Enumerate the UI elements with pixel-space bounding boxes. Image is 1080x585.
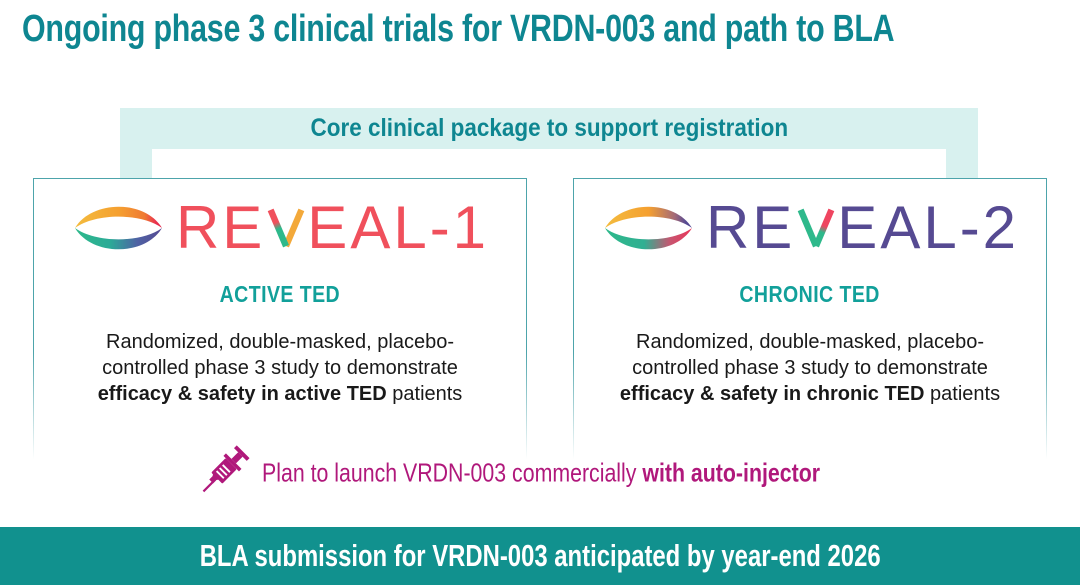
bla-submission-label: BLA submission for VRDN-003 anticipated … [199,538,881,573]
desc-line-1: Randomized, double-masked, placebo- [106,331,454,353]
desc-line-2: controlled phase 3 study to demonstrate [102,357,458,379]
banner-bracket-right-leg [946,148,978,179]
population-label: CHRONIC TED [739,281,881,307]
note-text-bold: with auto-injector [642,457,821,488]
trial-description: Randomized, double-masked, placebo- cont… [573,329,1047,407]
reveal-2-wordmark: RE EAL-2 [706,198,1019,258]
core-package-banner: Core clinical package to support registr… [120,108,978,149]
core-package-banner-label: Core clinical package to support registr… [310,114,788,142]
reveal-eye-icon [604,206,692,250]
reveal-1-wordmark: RE EAL-1 [176,198,489,258]
reveal-eye-icon [74,206,162,250]
page-title: Ongoing phase 3 clinical trials for VRDN… [22,8,895,50]
auto-injector-note-text: Plan to launch VRDN-003 commercially wit… [262,458,943,489]
reveal-2-logo: RE EAL-2 [573,190,1047,266]
wordmark-post: EAL-2 [837,194,1020,261]
bla-submission-banner: BLA submission for VRDN-003 anticipated … [0,527,1080,585]
note-text-pre: Plan to launch VRDN-003 commercially [262,457,643,488]
population-label: ACTIVE TED [219,281,341,307]
desc-tail: patients [924,383,1001,405]
syringe-icon [192,438,258,513]
desc-bold: efficacy & safety in chronic TED [619,383,925,405]
desc-line-1: Randomized, double-masked, placebo- [636,331,984,353]
banner-bracket-left-leg [120,148,152,179]
auto-injector-note: Plan to launch VRDN-003 commercially wit… [0,438,1080,508]
trial-description: Randomized, double-masked, placebo- cont… [33,329,527,407]
desc-bold: efficacy & safety in active TED [97,383,387,405]
v-glyph-icon [268,208,305,248]
trial-card-reveal-1: RE EAL-1 ACTIVE TED Randomized, double-ma… [33,178,527,468]
desc-line-2: controlled phase 3 study to demonstrate [632,357,988,379]
population-row: CHRONIC TED [573,281,1047,308]
page-title-wrap: Ongoing phase 3 clinical trials for VRDN… [22,8,1080,51]
wordmark-pre: RE [705,194,796,261]
wordmark-pre: RE [175,194,266,261]
v-glyph-icon [798,208,835,248]
reveal-1-logo: RE EAL-1 [33,190,527,266]
desc-tail: patients [386,383,463,405]
population-row: ACTIVE TED [33,281,527,308]
wordmark-post: EAL-1 [307,194,490,261]
trial-card-reveal-2: RE EAL-2 CHRONIC TED Randomized, double-m… [573,178,1047,468]
